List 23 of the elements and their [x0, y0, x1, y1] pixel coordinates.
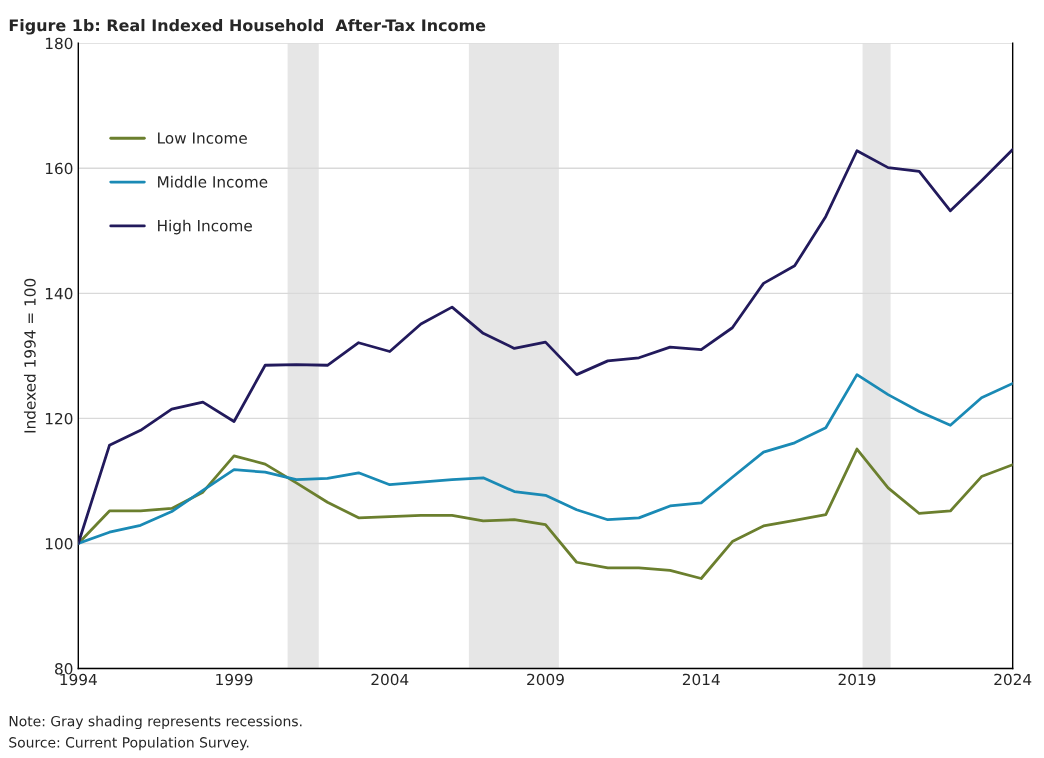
x-tick-label: 2009 [527, 673, 564, 686]
text: Note: Gray shading represents recessions. [9, 715, 302, 730]
line-series [78, 373, 1013, 545]
legend-label: High Income [158, 219, 252, 235]
chart-title: Figure 1b: Real Indexed Household After-Tax Income [9, 18, 486, 35]
y-tick-label: 180 [45, 37, 73, 50]
y-tick-label: 100 [45, 537, 73, 550]
source-note: Source: Current Population Survey. [9, 736, 249, 751]
x-tick-label: 2019 [838, 673, 876, 686]
x-tick-label: 2024 [994, 673, 1032, 686]
x-tick-label: 1999 [216, 673, 253, 686]
x-tick-label: 2014 [682, 673, 720, 686]
x-tick-label: 1994 [60, 673, 97, 686]
y-tick-label: 160 [45, 162, 73, 175]
y-tick-label: 80 [55, 663, 73, 675]
y-tick-label: 120 [45, 412, 73, 425]
y-tick-label: 140 [45, 287, 73, 300]
y-axis-title: Indexed 1994 = 100 [23, 278, 36, 433]
x-tick-label: 2004 [371, 673, 409, 686]
legend-label: Middle Income [158, 175, 268, 188]
line-series [78, 447, 1013, 580]
legend-label: Low Income [158, 132, 247, 144]
line-series [78, 148, 1013, 545]
